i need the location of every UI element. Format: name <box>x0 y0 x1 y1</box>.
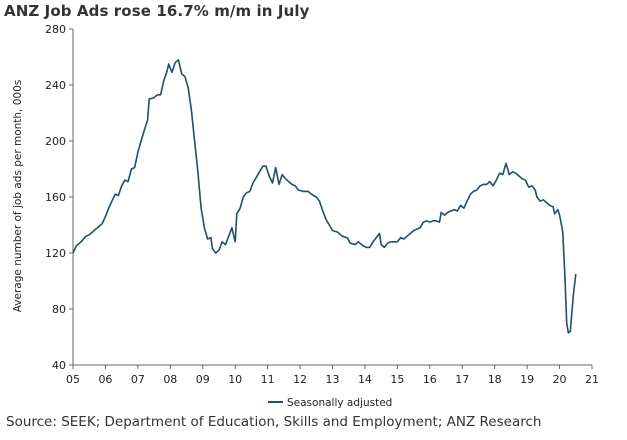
source-note: Source: SEEK; Department of Education, S… <box>6 414 542 430</box>
x-tick-label: 08 <box>163 373 177 386</box>
axes: 40 80 120 160 200 240 280 05 06 07 08 09 10 11 12 13 14 1… <box>45 23 599 386</box>
x-tick-label: 06 <box>98 373 112 386</box>
x-tick-label: 12 <box>293 373 307 386</box>
x-tick-label: 10 <box>228 373 242 386</box>
x-tick-label: 20 <box>553 373 567 386</box>
y-tick-label: 240 <box>45 79 66 92</box>
y-tick-label: 160 <box>45 191 66 204</box>
x-tick-label: 14 <box>358 373 372 386</box>
x-tick-label: 19 <box>520 373 534 386</box>
legend-label: Seasonally adjusted <box>287 397 392 409</box>
y-tick-label: 80 <box>52 303 66 316</box>
legend: Seasonally adjusted <box>268 397 392 409</box>
x-tick-label: 07 <box>131 373 145 386</box>
chart-title: ANZ Job Ads rose 16.7% m/m in July <box>4 2 310 20</box>
y-tick-label: 120 <box>45 247 66 260</box>
x-tick-label: 13 <box>326 373 340 386</box>
x-tick-label: 18 <box>488 373 502 386</box>
y-tick-label: 200 <box>45 135 66 148</box>
x-tick-label: 05 <box>66 373 80 386</box>
x-tick-label: 15 <box>390 373 404 386</box>
series-layer <box>72 59 577 334</box>
y-tick-label: 40 <box>52 359 66 372</box>
y-tick-label: 280 <box>45 23 66 36</box>
x-tick-label: 09 <box>196 373 210 386</box>
y-axis-title: Average number of job ads per month, 000… <box>12 80 24 313</box>
series-line-seasonally-adjusted <box>72 59 577 334</box>
x-tick-label: 11 <box>261 373 275 386</box>
x-tick-label: 17 <box>455 373 469 386</box>
x-tick-label: 16 <box>423 373 437 386</box>
x-tick-label: 21 <box>585 373 599 386</box>
